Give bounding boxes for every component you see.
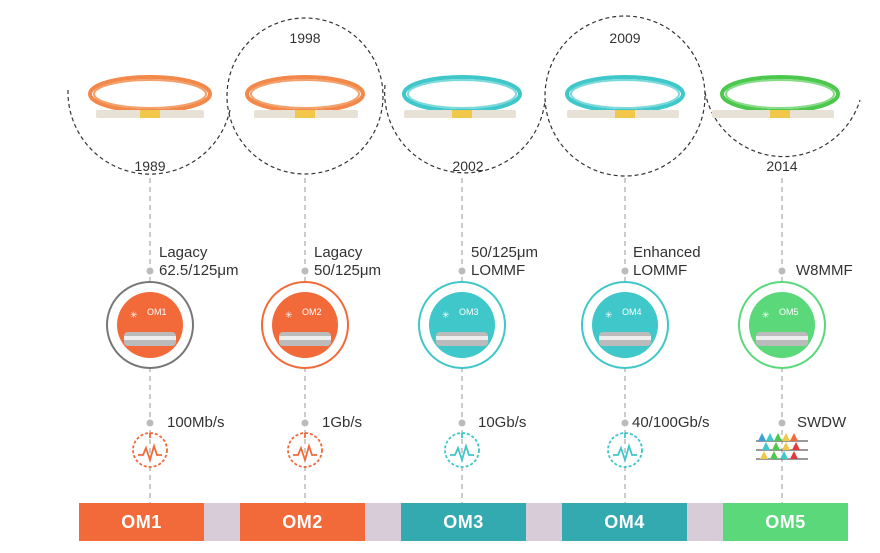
label-om1-line2: 62.5/125μm xyxy=(159,262,239,279)
spool-om2-text: OM2 xyxy=(302,307,322,317)
label-om3-line1: 50/125μm xyxy=(471,244,539,261)
bar-om5: OM5 xyxy=(723,503,848,541)
label-om5-line2: W8MMF xyxy=(796,262,853,279)
dot-om5-label xyxy=(778,267,786,275)
bar-om1: OM1 xyxy=(79,503,204,541)
label-om3-line2: LOMMF xyxy=(471,262,526,279)
cable-om3-icon xyxy=(402,75,522,118)
bar-om2: OM2 xyxy=(240,503,365,541)
timeline-circles xyxy=(67,15,861,177)
bar-om3: OM3 xyxy=(401,503,526,541)
spool-om4-icon: ✳ OM4 xyxy=(581,281,669,369)
spool-om1-text: OM1 xyxy=(147,307,167,317)
speedometer-om2-icon xyxy=(287,432,323,468)
svg-text:✳: ✳ xyxy=(442,310,450,320)
label-om3: 50/125μm LOMMF xyxy=(471,244,538,280)
bar-gap-3 xyxy=(526,503,562,541)
spool-om3-icon: ✳ OM3 xyxy=(418,281,506,369)
label-om4: Enhanced LOMMF xyxy=(633,244,701,280)
cable-om1-icon xyxy=(88,75,212,118)
label-om4-line2: LOMMF xyxy=(633,262,688,279)
svg-text:✳: ✳ xyxy=(605,310,613,320)
bar-gap-4 xyxy=(687,503,723,541)
year-om1: 1989 xyxy=(134,158,166,174)
circle-om2 xyxy=(226,17,384,175)
spool-om3-text: OM3 xyxy=(459,307,479,317)
cable-om5-icon xyxy=(712,75,840,118)
speed-om3: 10Gb/s xyxy=(478,414,527,431)
label-om2: Lagacy 50/125μm xyxy=(314,244,381,280)
spool-om1-icon: ✳ OM1 xyxy=(106,281,194,369)
label-dots xyxy=(146,267,786,427)
speed-om4: 40/100Gb/s xyxy=(632,414,710,431)
year-om2: 1998 xyxy=(289,30,321,46)
spool-om5-icon: ✳ OM5 xyxy=(738,281,826,369)
label-om4-line1: Enhanced xyxy=(633,244,701,261)
label-om1: Lagacy 62.5/125μm xyxy=(159,244,239,280)
dot-om1-label xyxy=(146,267,154,275)
speed-om5: SWDW xyxy=(797,414,847,431)
dot-om3-label xyxy=(458,267,466,275)
spool-om4-text: OM4 xyxy=(622,307,642,317)
dot-om3-speed xyxy=(458,419,466,427)
year-om5: 2014 xyxy=(766,158,798,174)
speedometer-om3-icon xyxy=(444,432,480,468)
svg-text:✳: ✳ xyxy=(285,310,293,320)
dot-om2-speed xyxy=(301,419,309,427)
label-om2-line1: Lagacy xyxy=(314,244,363,261)
bar-om4: OM4 xyxy=(562,503,687,541)
year-om4: 2009 xyxy=(609,30,641,46)
spool-om5-text: OM5 xyxy=(779,307,799,317)
svg-text:✳: ✳ xyxy=(130,310,138,320)
dot-om4-label xyxy=(621,267,629,275)
bar-gap-1 xyxy=(204,503,240,541)
speed-om2: 1Gb/s xyxy=(322,414,363,431)
label-om2-line2: 50/125μm xyxy=(314,262,382,279)
svg-text:✳: ✳ xyxy=(762,310,770,320)
label-om5: W8MMF xyxy=(796,262,853,280)
dot-om2-label xyxy=(301,267,309,275)
bar-gap-2 xyxy=(365,503,401,541)
dot-om4-speed xyxy=(621,419,629,427)
cable-om4-icon xyxy=(565,75,685,118)
label-om1-line1: Lagacy xyxy=(159,244,208,261)
cable-om2-icon xyxy=(245,75,365,118)
speedometer-om1-icon xyxy=(132,432,168,468)
circle-om3 xyxy=(384,84,546,174)
circle-om4 xyxy=(544,15,706,177)
circle-om1 xyxy=(67,89,231,175)
cables xyxy=(88,75,840,118)
speed-om1: 100Mb/s xyxy=(167,414,225,431)
year-om3: 2002 xyxy=(452,158,484,174)
wavelength-om5-icon xyxy=(756,433,808,460)
dot-om1-speed xyxy=(146,419,154,427)
circle-om5 xyxy=(704,91,861,158)
dot-om5-speed xyxy=(778,419,786,427)
speedometer-om4-icon xyxy=(607,432,643,468)
spool-om2-icon: ✳ OM2 xyxy=(261,281,349,369)
